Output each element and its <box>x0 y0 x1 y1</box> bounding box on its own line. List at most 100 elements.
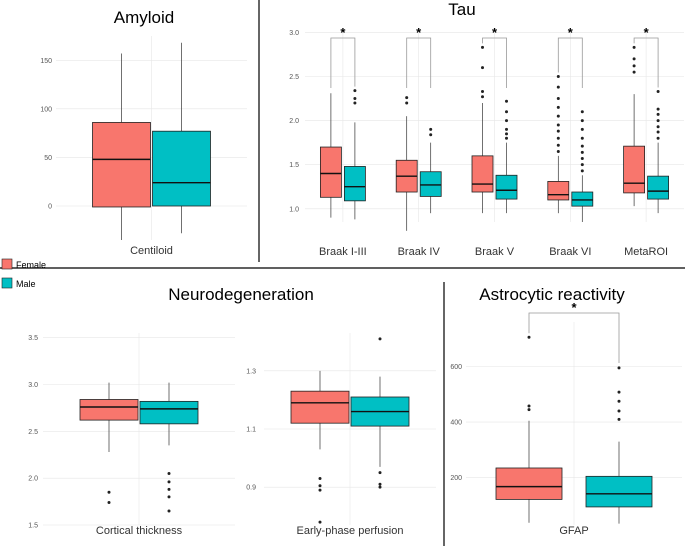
x-category-label: MetaROI <box>624 246 668 258</box>
outlier-point <box>556 75 560 78</box>
y-tick-label: 3.0 <box>28 382 38 389</box>
x-category-label: Centiloid <box>130 245 173 257</box>
male-box <box>139 400 199 425</box>
outlier-point <box>405 101 409 105</box>
significance-bracket <box>406 37 432 88</box>
legend-label-male: Male <box>16 279 36 289</box>
outlier-point <box>527 335 531 339</box>
y-tick-label: 600 <box>450 364 462 371</box>
outlier-point <box>580 119 584 123</box>
outlier-point <box>429 127 433 131</box>
outlier-point <box>617 390 621 394</box>
female-box <box>495 467 563 500</box>
significance-star: * <box>644 25 650 40</box>
x-category-label: Braak V <box>475 246 515 258</box>
outlier-point <box>632 45 636 49</box>
x-category-label: Cortical thickness <box>96 525 183 537</box>
y-tick-label: 1.5 <box>289 162 299 169</box>
outlier-point <box>353 89 357 93</box>
outlier-point <box>378 471 382 475</box>
outlier-point <box>556 85 560 89</box>
outlier-point <box>505 136 508 140</box>
female-box <box>290 390 350 424</box>
outlier-point <box>505 132 508 136</box>
x-category-label: Early-phase perfusion <box>296 525 403 537</box>
y-tick-label: 2.5 <box>28 429 38 436</box>
outlier-point <box>656 136 660 140</box>
outlier-point <box>617 417 621 421</box>
y-tick-label: 0 <box>48 204 52 211</box>
outlier-point <box>556 149 560 153</box>
outlier-point <box>505 127 508 131</box>
outlier-point <box>318 488 322 492</box>
outlier-point <box>556 143 560 147</box>
outlier-point <box>481 45 484 49</box>
outlier-point <box>505 99 508 103</box>
perfusion-panel: 0.9 1.1 1.3 Early-phase perfusion <box>246 333 436 537</box>
outlier-point <box>617 409 621 413</box>
tau-title: Tau <box>448 0 475 19</box>
outlier-point <box>378 337 382 341</box>
outlier-point <box>167 487 171 491</box>
outlier-point <box>580 163 584 167</box>
outlier-point <box>353 101 357 105</box>
significance-star: * <box>416 25 422 40</box>
outlier-point <box>107 490 111 494</box>
outlier-point <box>527 404 531 408</box>
astrocytic-reactivity-title: Astrocytic reactivity <box>479 285 625 304</box>
outlier-point <box>481 66 484 70</box>
outlier-point <box>556 136 560 140</box>
outlier-point <box>556 123 560 127</box>
x-category-label: Braak I-III <box>319 246 367 258</box>
male-box <box>343 166 366 202</box>
amyloid-panel: 0 50 100 150 Centiloid <box>40 36 247 257</box>
outlier-point <box>167 509 171 513</box>
outlier-point <box>632 64 636 68</box>
outlier-point <box>617 399 621 403</box>
outlier-point <box>556 105 560 109</box>
y-tick-label: 1.0 <box>289 206 299 213</box>
outlier-point <box>481 89 484 93</box>
y-tick-label: 200 <box>450 475 462 482</box>
x-category-label: Braak IV <box>398 246 441 258</box>
gfap-panel: 200 400 600 GFAP * <box>450 300 682 537</box>
outlier-point <box>353 97 357 101</box>
legend: Female Male <box>1 258 46 289</box>
outlier-point <box>556 97 560 101</box>
outlier-point <box>318 520 322 524</box>
legend-swatch-female <box>1 258 13 270</box>
y-tick-label: 100 <box>40 106 52 113</box>
significance-bracket <box>482 37 507 88</box>
y-tick-label: 3.0 <box>289 30 299 37</box>
male-box <box>647 175 669 200</box>
male-box <box>585 475 653 508</box>
significance-bracket <box>528 312 620 363</box>
female-box <box>623 145 645 194</box>
y-tick-label: 3.5 <box>28 335 38 342</box>
x-category-label: GFAP <box>559 525 588 537</box>
outlier-point <box>632 70 636 74</box>
y-tick-label: 2.0 <box>289 118 299 125</box>
outlier-point <box>556 114 560 118</box>
outlier-point <box>556 129 560 133</box>
y-tick-label: 1.1 <box>246 427 256 434</box>
outlier-point <box>318 484 322 488</box>
legend-swatch-male <box>1 277 13 289</box>
outlier-point <box>580 110 584 114</box>
y-tick-label: 400 <box>450 420 462 427</box>
male-box <box>495 174 518 200</box>
male-box <box>571 191 594 207</box>
outlier-point <box>580 136 584 140</box>
female-box <box>547 181 570 201</box>
female-box <box>92 122 151 208</box>
outlier-point <box>656 112 660 116</box>
legend-label-female: Female <box>16 260 46 270</box>
outlier-point <box>318 476 322 480</box>
cortical-thickness-panel: 1.5 2.0 2.5 3.0 3.5 Cortical thickness <box>28 333 235 537</box>
significance-star: * <box>571 300 577 315</box>
female-box <box>319 146 342 198</box>
y-tick-label: 2.0 <box>28 476 38 483</box>
male-box <box>152 130 211 207</box>
outlier-point <box>580 144 584 148</box>
